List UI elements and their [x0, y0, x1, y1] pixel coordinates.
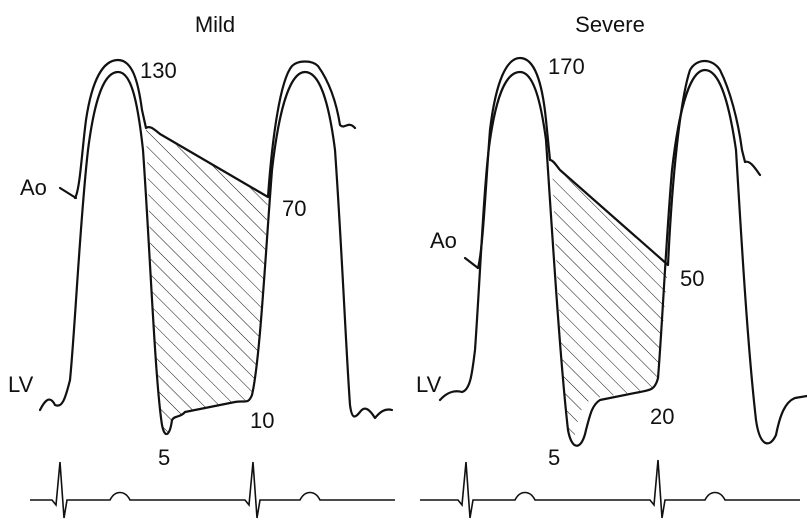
- end-diastolic-label: 20: [650, 404, 674, 429]
- aortic-pressure-curve: [476, 56, 762, 270]
- ao-pointer: [463, 256, 480, 270]
- severe-panel: Severe Ao 170 50 LV 5 20: [416, 12, 807, 519]
- ventricular-pressure-curve: [438, 68, 807, 447]
- ao-label: Ao: [430, 228, 457, 253]
- regurgitant-area: [146, 128, 268, 435]
- regurgitant-area: [552, 165, 668, 439]
- end-diastolic-label: 10: [250, 408, 274, 433]
- aortic-diastolic-label: 50: [680, 266, 704, 291]
- panel-title: Mild: [195, 12, 235, 37]
- nadir-label: 5: [158, 445, 170, 470]
- peak-label: 130: [140, 58, 177, 83]
- panel-title: Severe: [575, 12, 645, 37]
- lv-label: LV: [416, 372, 442, 397]
- nadir-label: 5: [548, 445, 560, 470]
- ventricular-pressure-curve: [38, 70, 394, 436]
- ao-label: Ao: [20, 175, 47, 200]
- ecg-trace: [30, 461, 395, 519]
- ecg-trace: [420, 459, 800, 519]
- mild-panel: Mild Ao 130 70 LV 5 10: [8, 12, 395, 519]
- peak-label: 170: [548, 54, 585, 79]
- ao-pointer: [58, 186, 78, 200]
- lv-label: LV: [8, 372, 34, 397]
- aortic-diastolic-label: 70: [282, 196, 306, 221]
- aortic-pressure-curve: [73, 58, 357, 200]
